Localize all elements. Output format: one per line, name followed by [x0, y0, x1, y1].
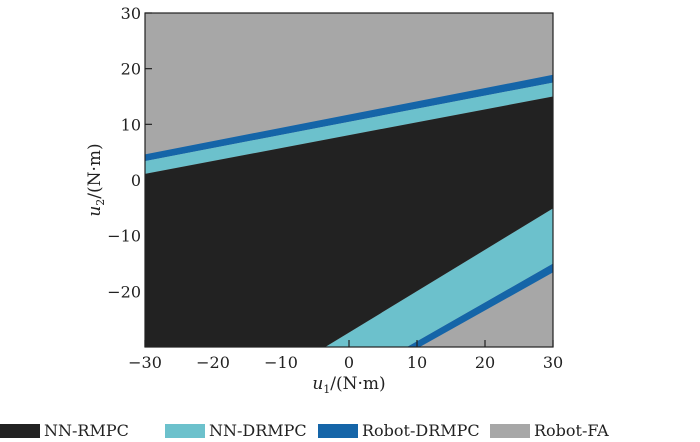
y-tick-label: 0 — [131, 171, 141, 190]
y-tick-label: 30 — [121, 4, 141, 23]
legend-swatch — [318, 423, 358, 438]
legend-swatch — [490, 423, 530, 438]
x-tick-label: −20 — [196, 353, 230, 372]
legend-item-nn-drmpc: NN-DRMPC — [165, 421, 307, 440]
legend-label: Robot-DRMPC — [362, 421, 480, 440]
legend-item-robot-drmpc: Robot-DRMPC — [318, 421, 480, 440]
x-tick-label: −30 — [128, 353, 162, 372]
legend-item-robot-fa: Robot-FA — [490, 421, 609, 440]
region-nn-rmpc — [145, 96, 553, 347]
y-tick-label: 20 — [121, 60, 141, 79]
region-nn-drmpc — [325, 208, 553, 347]
legend-swatch — [0, 423, 40, 438]
y-axis-label: u2/(N·m) — [85, 143, 107, 216]
x-axis-label: u1/(N·m) — [312, 374, 385, 396]
legend-label: NN-RMPC — [44, 421, 129, 440]
chart: −30 −20 −10 0 10 20 30 30 20 10 0 −10 −20 u1/(N·m) u… — [85, 4, 563, 396]
x-tick-label: 0 — [344, 353, 354, 372]
y-tick-label: −20 — [107, 282, 141, 301]
y-tick-label: −10 — [107, 227, 141, 246]
x-tick-label: 10 — [407, 353, 427, 372]
x-tick-label: 30 — [543, 353, 563, 372]
y-tick-label: 10 — [121, 115, 141, 134]
x-tick-label: −10 — [264, 353, 298, 372]
region-robot-drmpc — [145, 74, 553, 162]
legend-swatch — [165, 423, 205, 438]
x-tick-label: 20 — [475, 353, 495, 372]
legend-label: Robot-FA — [534, 421, 609, 440]
region-nn-drmpc — [145, 82, 553, 174]
axis-ticks: −30 −20 −10 0 10 20 30 30 20 10 0 −10 −20 — [107, 4, 563, 372]
legend-label: NN-DRMPC — [209, 421, 307, 440]
legend: NN-RMPC NN-DRMPC Robot-DRMPC Robot-FA — [0, 421, 700, 441]
legend-item-nn-rmpc: NN-RMPC — [0, 421, 129, 440]
plot-regions — [145, 13, 553, 347]
